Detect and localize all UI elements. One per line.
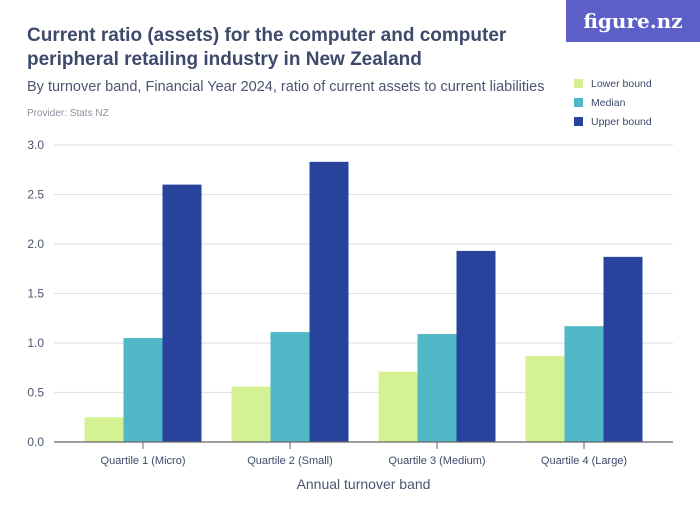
y-tick-label: 0.0 — [27, 435, 44, 449]
x-tick-label: Quartile 1 (Micro) — [101, 455, 186, 467]
y-tick-label: 0.5 — [27, 386, 44, 400]
legend: Lower bound Median Upper bound — [574, 74, 652, 131]
y-tick-label: 1.0 — [27, 336, 44, 350]
y-tick-label: 3.0 — [27, 138, 44, 152]
legend-label: Lower bound — [591, 77, 652, 90]
bar-upper-bound — [309, 161, 349, 442]
bar-median — [564, 326, 604, 442]
x-axis-label: Annual turnover band — [297, 476, 431, 492]
chart-title: Current ratio (assets) for the computer … — [27, 25, 507, 70]
figure-nz-logo[interactable]: figure.nz — [566, 0, 700, 42]
bar-median — [123, 338, 163, 442]
legend-swatch — [574, 79, 583, 88]
bar-median — [417, 334, 457, 442]
x-tick-label: Quartile 3 (Medium) — [388, 455, 485, 467]
bar-upper-bound — [162, 184, 202, 442]
x-tick-label: Quartile 2 (Small) — [247, 455, 333, 467]
x-tick-label: Quartile 4 (Large) — [541, 455, 627, 467]
bar-upper-bound — [456, 250, 496, 442]
provider-label: Provider: Stats NZ — [27, 108, 109, 119]
legend-label: Median — [591, 96, 626, 109]
bar-lower-bound — [231, 386, 271, 442]
chart-subtitle: By turnover band, Financial Year 2024, r… — [27, 79, 545, 95]
y-tick-label: 1.5 — [27, 287, 44, 301]
y-tick-label: 2.0 — [27, 237, 44, 251]
bar-lower-bound — [378, 371, 418, 442]
legend-item-median: Median — [574, 93, 652, 112]
bar-lower-bound — [84, 417, 124, 442]
bar-upper-bound — [603, 256, 643, 442]
bar-median — [270, 332, 310, 442]
legend-item-lower: Lower bound — [574, 74, 652, 93]
bar-lower-bound — [525, 355, 565, 442]
legend-label: Upper bound — [591, 115, 652, 128]
y-tick-label: 2.5 — [27, 188, 44, 202]
legend-swatch — [574, 117, 583, 126]
legend-swatch — [574, 98, 583, 107]
legend-item-upper: Upper bound — [574, 112, 652, 131]
